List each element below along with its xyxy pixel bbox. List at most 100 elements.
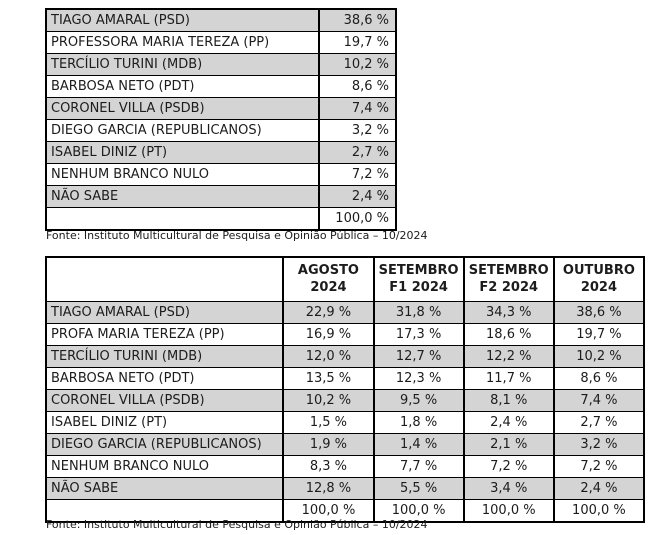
table-row: NÃO SABE 12,8 % 5,5 % 3,4 % 2,4 % [45, 476, 645, 500]
percentage-value: 31,8 % [372, 300, 465, 324]
percentage-value: 1,5 % [282, 410, 375, 434]
table-row: PROFA MARIA TEREZA (PP) 16,9 % 17,3 % 18… [45, 322, 645, 346]
percentage-value: 2,4 % [318, 185, 397, 208]
table-row: TERCÍLIO TURINI (MDB) 12,0 % 12,7 % 12,2… [45, 344, 645, 368]
column-header-setembro-f1: SETEMBRO F1 2024 [372, 256, 465, 302]
percentage-value: 7,2 % [462, 454, 555, 478]
total-percentage: 100,0 % [282, 498, 375, 522]
percentage-value: 19,7 % [318, 31, 397, 54]
total-percentage: 100,0 % [552, 498, 645, 522]
percentage-value: 18,6 % [462, 322, 555, 346]
percentage-value: 38,6 % [318, 8, 397, 32]
empty-header-cell [45, 256, 284, 302]
percentage-value: 9,5 % [372, 388, 465, 412]
column-header-outubro: OUTUBRO 2024 [552, 256, 645, 302]
table-row: ISABEL DINIZ (PT) 1,5 % 1,8 % 2,4 % 2,7 … [45, 410, 645, 434]
header-row: AGOSTO 2024 SETEMBRO F1 2024 SETEMBRO F2… [45, 256, 645, 302]
percentage-value: 3,4 % [462, 476, 555, 500]
source-caption: Fonte: Instituto Multicultural de Pesqui… [46, 518, 428, 531]
percentage-value: 7,2 % [552, 454, 645, 478]
current-poll-table: TIAGO AMARAL (PSD) 38,6 % PROFESSORA MAR… [45, 8, 397, 231]
candidate-label: NENHUM BRANCO NULO [45, 163, 320, 186]
empty-label [45, 207, 320, 231]
percentage-value: 2,7 % [318, 141, 397, 164]
table-row: CORONEL VILLA (PSDB) 10,2 % 9,5 % 8,1 % … [45, 388, 645, 412]
percentage-value: 8,6 % [318, 75, 397, 98]
empty-label [45, 498, 284, 522]
percentage-value: 2,7 % [552, 410, 645, 434]
percentage-value: 2,4 % [462, 410, 555, 434]
percentage-value: 12,3 % [372, 366, 465, 390]
percentage-value: 13,5 % [282, 366, 375, 390]
table-row: NENHUM BRANCO NULO 7,2 % [45, 163, 397, 186]
percentage-value: 8,6 % [552, 366, 645, 390]
percentage-value: 2,1 % [462, 432, 555, 456]
percentage-value: 8,3 % [282, 454, 375, 478]
candidate-label: TIAGO AMARAL (PSD) [45, 300, 284, 324]
total-percentage: 100,0 % [318, 207, 397, 231]
candidate-label: TERCÍLIO TURINI (MDB) [45, 344, 284, 368]
total-row: 100,0 % [45, 207, 397, 231]
total-percentage: 100,0 % [462, 498, 555, 522]
candidate-label: DIEGO GARCIA (REPUBLICANOS) [45, 119, 320, 142]
percentage-value: 7,4 % [552, 388, 645, 412]
candidate-label: DIEGO GARCIA (REPUBLICANOS) [45, 432, 284, 456]
candidate-label: CORONEL VILLA (PSDB) [45, 388, 284, 412]
source-caption: Fonte: Instituto Multicultural de Pesqui… [46, 229, 428, 242]
candidate-label: TIAGO AMARAL (PSD) [45, 8, 320, 32]
total-percentage: 100,0 % [372, 498, 465, 522]
percentage-value: 12,0 % [282, 344, 375, 368]
percentage-value: 5,5 % [372, 476, 465, 500]
percentage-value: 1,4 % [372, 432, 465, 456]
candidate-label: TERCÍLIO TURINI (MDB) [45, 53, 320, 76]
table-row: CORONEL VILLA (PSDB) 7,4 % [45, 97, 397, 120]
column-header-agosto: AGOSTO 2024 [282, 256, 375, 302]
candidate-label: NENHUM BRANCO NULO [45, 454, 284, 478]
percentage-value: 7,7 % [372, 454, 465, 478]
percentage-value: 3,2 % [318, 119, 397, 142]
percentage-value: 19,7 % [552, 322, 645, 346]
total-row: 100,0 % 100,0 % 100,0 % 100,0 % [45, 498, 645, 522]
column-header-setembro-f2: SETEMBRO F2 2024 [462, 256, 555, 302]
percentage-value: 17,3 % [372, 322, 465, 346]
percentage-value: 38,6 % [552, 300, 645, 324]
table-row: DIEGO GARCIA (REPUBLICANOS) 3,2 % [45, 119, 397, 142]
table-row: BARBOSA NETO (PDT) 13,5 % 12,3 % 11,7 % … [45, 366, 645, 390]
table-row: DIEGO GARCIA (REPUBLICANOS) 1,9 % 1,4 % … [45, 432, 645, 456]
candidate-label: BARBOSA NETO (PDT) [45, 366, 284, 390]
percentage-value: 3,2 % [552, 432, 645, 456]
candidate-label: ISABEL DINIZ (PT) [45, 410, 284, 434]
percentage-value: 10,2 % [282, 388, 375, 412]
candidate-label: ISABEL DINIZ (PT) [45, 141, 320, 164]
candidate-label: PROFESSORA MARIA TEREZA (PP) [45, 31, 320, 54]
percentage-value: 12,7 % [372, 344, 465, 368]
table-row: BARBOSA NETO (PDT) 8,6 % [45, 75, 397, 98]
percentage-value: 1,9 % [282, 432, 375, 456]
table-row: TERCÍLIO TURINI (MDB) 10,2 % [45, 53, 397, 76]
candidate-label: PROFA MARIA TEREZA (PP) [45, 322, 284, 346]
candidate-label: NÃO SABE [45, 185, 320, 208]
table-row: NÃO SABE 2,4 % [45, 185, 397, 208]
table-row: NENHUM BRANCO NULO 8,3 % 7,7 % 7,2 % 7,2… [45, 454, 645, 478]
percentage-value: 10,2 % [552, 344, 645, 368]
percentage-value: 16,9 % [282, 322, 375, 346]
percentage-value: 10,2 % [318, 53, 397, 76]
percentage-value: 8,1 % [462, 388, 555, 412]
percentage-value: 7,4 % [318, 97, 397, 120]
percentage-value: 7,2 % [318, 163, 397, 186]
table-row: TIAGO AMARAL (PSD) 38,6 % [45, 8, 397, 32]
candidate-label: CORONEL VILLA (PSDB) [45, 97, 320, 120]
percentage-value: 12,8 % [282, 476, 375, 500]
table-row: PROFESSORA MARIA TEREZA (PP) 19,7 % [45, 31, 397, 54]
percentage-value: 2,4 % [552, 476, 645, 500]
percentage-value: 12,2 % [462, 344, 555, 368]
percentage-value: 1,8 % [372, 410, 465, 434]
table-row: ISABEL DINIZ (PT) 2,7 % [45, 141, 397, 164]
percentage-value: 34,3 % [462, 300, 555, 324]
candidate-label: NÃO SABE [45, 476, 284, 500]
poll-evolution-table: AGOSTO 2024 SETEMBRO F1 2024 SETEMBRO F2… [45, 256, 645, 523]
percentage-value: 22,9 % [282, 300, 375, 324]
percentage-value: 11,7 % [462, 366, 555, 390]
candidate-label: BARBOSA NETO (PDT) [45, 75, 320, 98]
